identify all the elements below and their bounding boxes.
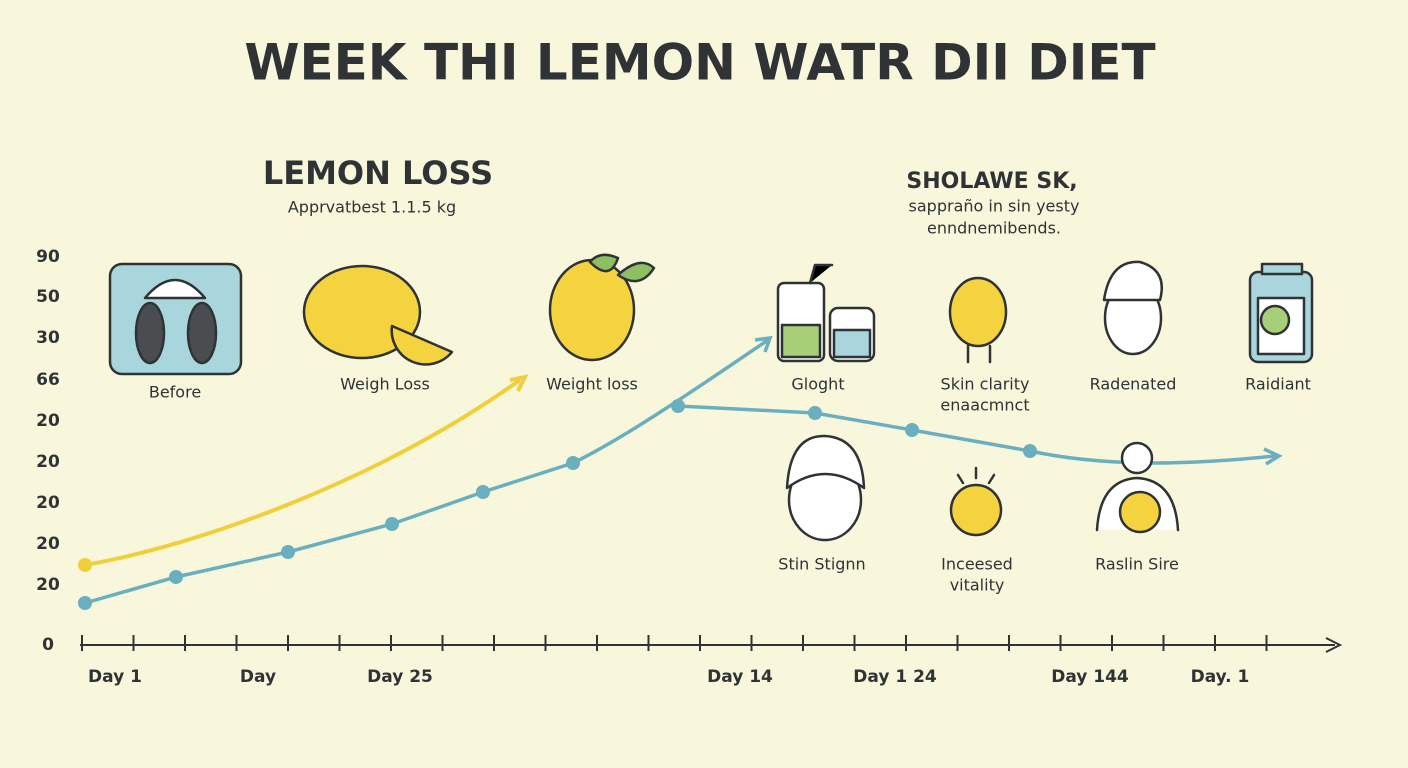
icon-label: Weight loss xyxy=(546,375,638,394)
x-label: Day 1 xyxy=(88,667,142,687)
x-label: Day 25 xyxy=(367,667,433,687)
y-label: 20 xyxy=(36,493,60,513)
left-note-subtitle: Apprvatbest 1.1.5 kg xyxy=(288,198,456,217)
x-label: Day. 1 xyxy=(1191,667,1250,687)
icon-label: Raslin Sire xyxy=(1095,555,1179,574)
left-note-title: LEMON LOSS xyxy=(263,154,493,192)
icon-label: Raidiant xyxy=(1245,375,1311,394)
y-label: 20 xyxy=(36,534,60,554)
y-label: 20 xyxy=(36,411,60,431)
icons xyxy=(108,253,1314,542)
icon-label: Before xyxy=(149,383,201,402)
y-label: 90 xyxy=(36,247,60,267)
arrow xyxy=(509,374,529,392)
y-label: 30 xyxy=(36,328,60,348)
y-label: 50 xyxy=(36,287,60,307)
icon-label: Radenated xyxy=(1090,375,1177,394)
yellow-trend xyxy=(84,378,522,567)
y-label: 0 xyxy=(42,635,54,655)
y-label: 66 xyxy=(36,370,60,390)
right-note-title: SHOLAWE SK, xyxy=(906,169,1077,194)
points xyxy=(78,399,1037,610)
right-note-line: enndnemibends. xyxy=(927,219,1061,238)
icon-label: Glоght xyxy=(791,375,844,394)
icon-label: vitality xyxy=(950,576,1005,595)
y-label: 20 xyxy=(36,452,60,472)
x-label: Day 144 xyxy=(1051,667,1129,687)
icon-label: Stin Stignn xyxy=(778,555,865,574)
blue-trend xyxy=(677,404,1276,465)
blue-trend xyxy=(84,338,769,605)
ticks xyxy=(81,635,1268,651)
x-label: Day xyxy=(240,667,276,687)
icon-label: Weigh Loss xyxy=(340,375,430,394)
icon-label: enaacmnct xyxy=(940,396,1029,415)
arrow xyxy=(1263,447,1283,466)
icon-label: Inceesed xyxy=(941,555,1013,574)
x-label: Day 14 xyxy=(707,667,773,687)
arrow xyxy=(754,335,773,353)
icon-label: Skin clarity xyxy=(941,375,1030,394)
title: WEEK THI LEMON WATR DII DIET xyxy=(244,34,1155,92)
y-label: 20 xyxy=(36,575,60,595)
axis-arrow xyxy=(1325,637,1343,653)
x-label: Day 1 24 xyxy=(853,667,937,687)
point xyxy=(78,558,92,572)
right-note-line: sappraño in sin yesty xyxy=(909,197,1080,216)
